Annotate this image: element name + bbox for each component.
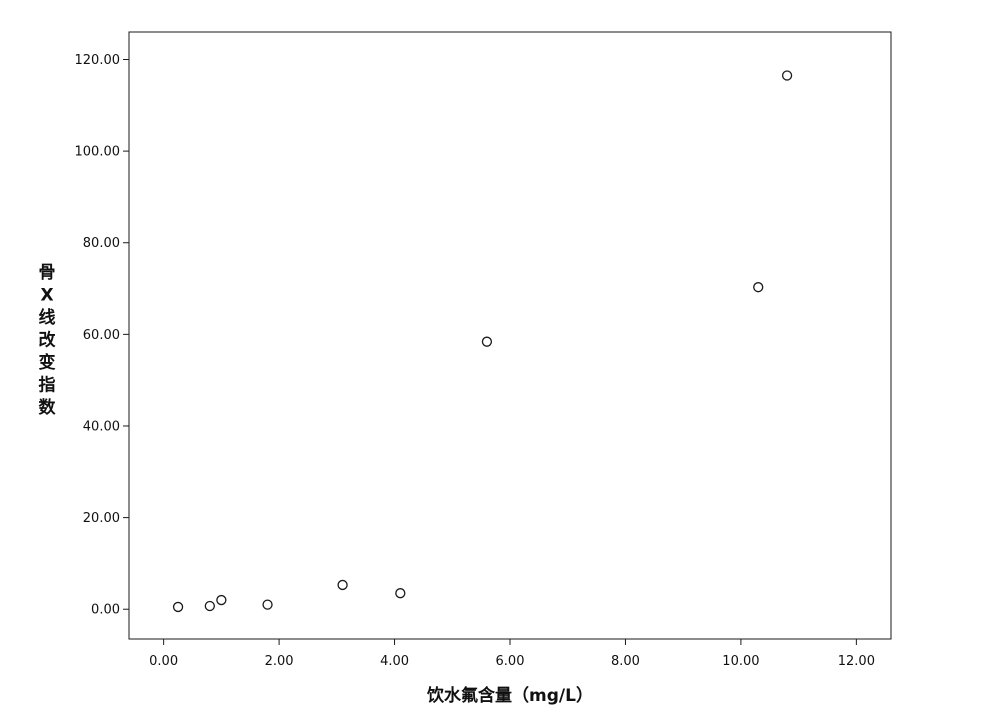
- y-axis-title: 骨 X 线改变指数: [39, 263, 57, 418]
- data-point: [481, 336, 493, 347]
- data-point: [337, 579, 348, 591]
- y-tick-label: 40.00: [83, 419, 120, 434]
- x-axis-title: 饮水氟含量（mg/L）: [426, 685, 593, 706]
- y-tick-label: 60.00: [83, 328, 120, 343]
- x-tick-label: 8.00: [611, 654, 640, 669]
- data-point: [216, 594, 227, 606]
- data-point: [753, 282, 764, 293]
- x-tick-label: 4.00: [380, 654, 409, 669]
- y-axis: 0.00 20.00 40.00 60.00 80.00 100.00 120.00: [75, 53, 129, 618]
- x-axis: 0.00 2.00 4.00 6.00 8.00 10.00 12.00: [149, 639, 875, 669]
- data-point: [172, 601, 184, 613]
- x-tick-label: 6.00: [496, 654, 525, 669]
- data-point: [204, 600, 215, 612]
- data-point: [781, 70, 793, 81]
- x-tick-label: 2.00: [265, 654, 294, 669]
- y-tick-label: 0.00: [91, 603, 120, 618]
- y-tick-label: 120.00: [75, 53, 121, 68]
- y-tick-label: 100.00: [75, 145, 121, 160]
- x-tick-label: 10.00: [722, 654, 759, 669]
- data-point: [262, 599, 273, 610]
- plot-frame: [128, 31, 892, 640]
- data-points: [172, 70, 793, 613]
- x-tick-label: 12.00: [838, 654, 875, 669]
- y-tick-label: 80.00: [83, 236, 120, 251]
- data-point: [395, 588, 406, 599]
- x-tick-label: 0.00: [149, 654, 178, 669]
- y-tick-label: 20.00: [83, 511, 120, 526]
